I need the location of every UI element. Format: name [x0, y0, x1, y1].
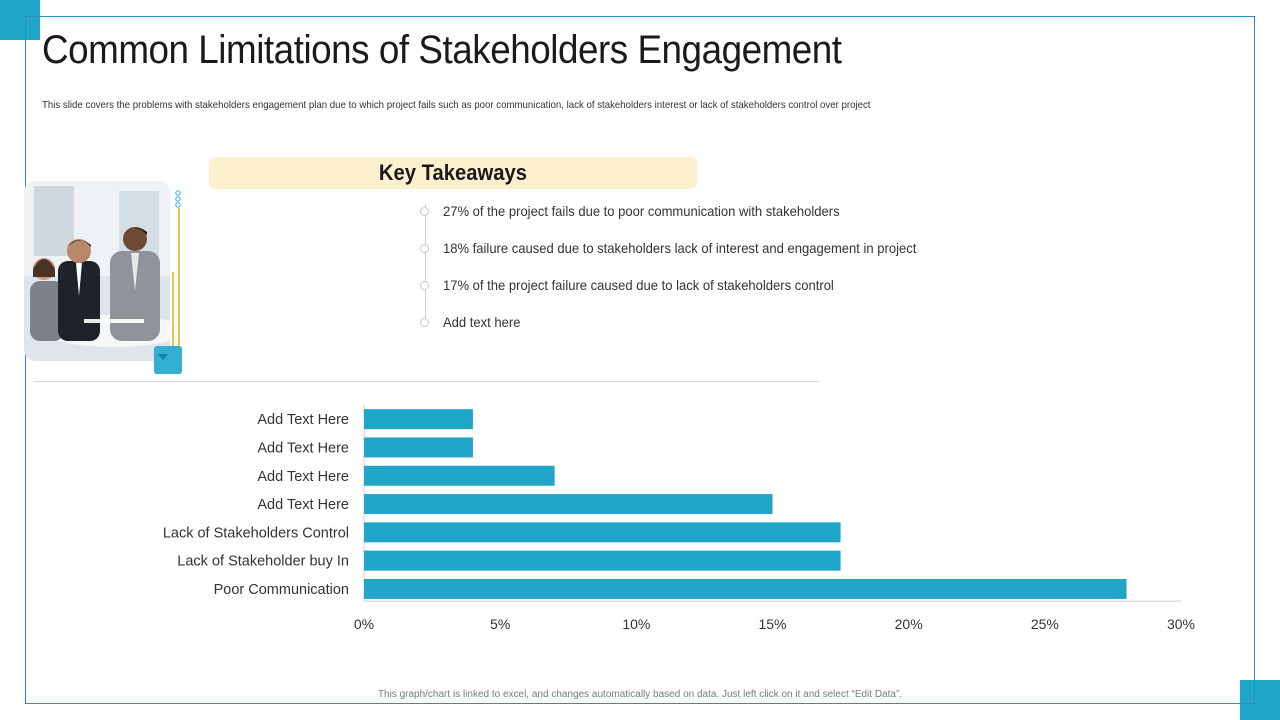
- takeaway-bullet-dot: [420, 207, 429, 216]
- takeaway-bullet-dot: [420, 281, 429, 290]
- takeaway-bullet-dot: [420, 318, 429, 327]
- x-tick-label: 0%: [354, 616, 374, 632]
- takeaway-item: 17% of the project failure caused due to…: [443, 277, 834, 293]
- takeaway-item: 18% failure caused due to stakeholders l…: [443, 240, 917, 256]
- bar[interactable]: [364, 494, 773, 515]
- x-tick-label: 20%: [895, 616, 923, 632]
- category-label: Add Text Here: [257, 440, 349, 456]
- bar[interactable]: [364, 465, 555, 486]
- photo-accent-line-right: [178, 208, 180, 360]
- bar[interactable]: [364, 578, 1127, 599]
- key-takeaways-title: Key Takeaways: [378, 160, 528, 185]
- slide-frame: [25, 16, 1255, 704]
- chart-footnote: This graph/chart is linked to excel, and…: [377, 689, 903, 700]
- fold-corner-icon: [158, 354, 168, 360]
- corner-accent-bottom-right: [1240, 680, 1280, 720]
- x-tick-label: 5%: [490, 616, 510, 632]
- meeting-photo: [24, 181, 170, 361]
- category-label: Lack of Stakeholders Control: [163, 525, 349, 541]
- x-tick-label: 10%: [622, 616, 650, 632]
- bar[interactable]: [364, 550, 841, 571]
- takeaway-bullet-dot: [420, 244, 429, 253]
- category-label: Add Text Here: [257, 412, 349, 428]
- category-label: Poor Communication: [214, 582, 349, 598]
- photo-accent-line-left: [172, 272, 174, 360]
- takeaway-item: 27% of the project fails due to poor com…: [443, 203, 840, 219]
- x-tick-label: 15%: [758, 616, 786, 632]
- photo-accent-square: [154, 346, 182, 374]
- chain-dots-icon: [175, 190, 181, 208]
- takeaway-item: Add text here: [443, 314, 521, 330]
- category-label: Add Text Here: [257, 497, 349, 513]
- key-takeaways-header: Key Takeaways: [209, 157, 697, 189]
- x-tick-label: 25%: [1031, 616, 1059, 632]
- bar[interactable]: [364, 409, 473, 430]
- meeting-photo-illustration: [24, 181, 170, 361]
- x-tick-label: 30%: [1167, 616, 1195, 632]
- corner-accent-top-left: [0, 0, 40, 40]
- section-divider: [34, 381, 819, 382]
- bar[interactable]: [364, 437, 473, 458]
- bar[interactable]: [364, 522, 841, 543]
- takeaways-timeline: [425, 204, 426, 324]
- category-label: Lack of Stakeholder buy In: [177, 554, 349, 570]
- category-label: Add Text Here: [257, 469, 349, 485]
- slide-title: Common Limitations of Stakeholders Engag…: [42, 28, 842, 72]
- limitations-bar-chart[interactable]: Add Text Here Add Text Here Add Text Here A…: [0, 395, 1280, 645]
- slide-subtitle: This slide covers the problems with stak…: [42, 99, 871, 111]
